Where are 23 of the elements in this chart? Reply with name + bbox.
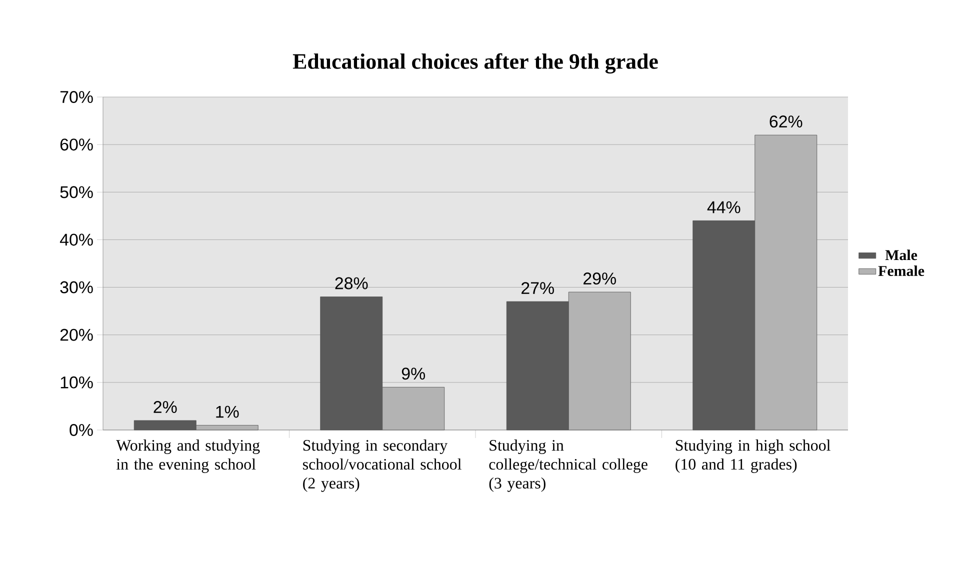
data-label: 62% [770, 116, 802, 128]
data-label: 44% [707, 201, 740, 214]
data-label: 27% [522, 282, 554, 294]
data-label: 1% [216, 406, 239, 418]
y-tick-label: 20% [60, 328, 93, 341]
y-tick-label: 0% [70, 424, 93, 436]
data-label: 9% [402, 368, 426, 380]
x-tick-label: Studying in high school (10 and 11 grades) [676, 440, 830, 473]
x-tick-label: Studying in secondary school/vocational school (2 years) [303, 440, 462, 492]
data-label: 2% [154, 401, 177, 413]
chart-title: Educational choices after the 9th grade [292, 53, 658, 74]
y-tick-label: 50% [60, 186, 93, 198]
y-tick-label: 30% [60, 281, 93, 294]
y-tick-label: 70% [60, 91, 93, 103]
x-tick-label: Working and studying in the evening school [116, 440, 260, 473]
y-tick-label: 60% [60, 138, 93, 151]
y-tick-label: 10% [60, 376, 93, 388]
legend-label: Male [885, 250, 918, 260]
y-tick-label: 40% [60, 234, 93, 246]
x-tick-label: Studying in college/technical college (3 years) [489, 440, 648, 492]
data-label: 28% [335, 277, 368, 290]
legend-label: Female [878, 266, 924, 276]
data-label: 29% [584, 272, 616, 285]
